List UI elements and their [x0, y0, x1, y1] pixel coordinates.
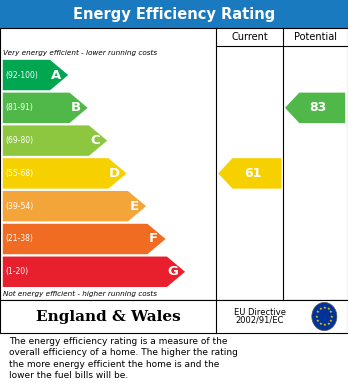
Polygon shape — [3, 60, 68, 90]
Text: Energy Efficiency Rating: Energy Efficiency Rating — [73, 7, 275, 22]
Text: D: D — [109, 167, 120, 180]
Text: EU Directive: EU Directive — [234, 308, 286, 317]
Text: ★: ★ — [330, 314, 334, 319]
Polygon shape — [3, 158, 127, 188]
Text: overall efficiency of a home. The higher the rating: overall efficiency of a home. The higher… — [9, 348, 238, 357]
Text: ★: ★ — [323, 306, 326, 310]
Text: 61: 61 — [244, 167, 261, 180]
Text: A: A — [51, 68, 62, 82]
Text: lower the fuel bills will be.: lower the fuel bills will be. — [9, 371, 128, 380]
Text: ★: ★ — [316, 310, 319, 314]
Circle shape — [312, 303, 337, 330]
Text: C: C — [90, 134, 100, 147]
Text: B: B — [71, 101, 81, 114]
Text: (81-91): (81-91) — [6, 103, 33, 112]
Text: E: E — [130, 200, 139, 213]
Text: ★: ★ — [318, 322, 322, 326]
Text: ★: ★ — [318, 307, 322, 311]
Text: (92-100): (92-100) — [6, 70, 38, 79]
Text: G: G — [168, 265, 179, 278]
Polygon shape — [3, 191, 146, 221]
Text: ★: ★ — [323, 323, 326, 327]
Text: The energy efficiency rating is a measure of the: The energy efficiency rating is a measur… — [9, 337, 227, 346]
Bar — [0, 0, 348, 28]
Text: Potential: Potential — [294, 32, 337, 42]
Text: ★: ★ — [315, 314, 318, 319]
Text: ★: ★ — [329, 319, 333, 323]
Text: (39-54): (39-54) — [6, 202, 34, 211]
Text: the more energy efficient the home is and the: the more energy efficient the home is an… — [9, 360, 219, 369]
Text: ★: ★ — [329, 310, 333, 314]
Text: ★: ★ — [326, 307, 330, 311]
Text: 2002/91/EC: 2002/91/EC — [235, 316, 284, 325]
Text: (1-20): (1-20) — [6, 267, 29, 276]
Text: (69-80): (69-80) — [6, 136, 34, 145]
Polygon shape — [3, 126, 107, 156]
Text: F: F — [149, 233, 158, 246]
Text: 83: 83 — [309, 101, 326, 114]
Text: Very energy efficient - lower running costs: Very energy efficient - lower running co… — [3, 50, 157, 56]
Text: England & Wales: England & Wales — [36, 310, 181, 323]
Text: ★: ★ — [316, 319, 319, 323]
Polygon shape — [3, 224, 166, 254]
Polygon shape — [285, 93, 345, 123]
Polygon shape — [3, 256, 185, 287]
Text: Not energy efficient - higher running costs: Not energy efficient - higher running co… — [3, 291, 157, 296]
Text: Current: Current — [231, 32, 268, 42]
Bar — [0, 28, 348, 300]
Text: ★: ★ — [326, 322, 330, 326]
Polygon shape — [3, 93, 88, 123]
Text: (55-68): (55-68) — [6, 169, 34, 178]
Polygon shape — [218, 158, 282, 188]
Text: (21-38): (21-38) — [6, 235, 33, 244]
Bar — [0, 300, 348, 333]
